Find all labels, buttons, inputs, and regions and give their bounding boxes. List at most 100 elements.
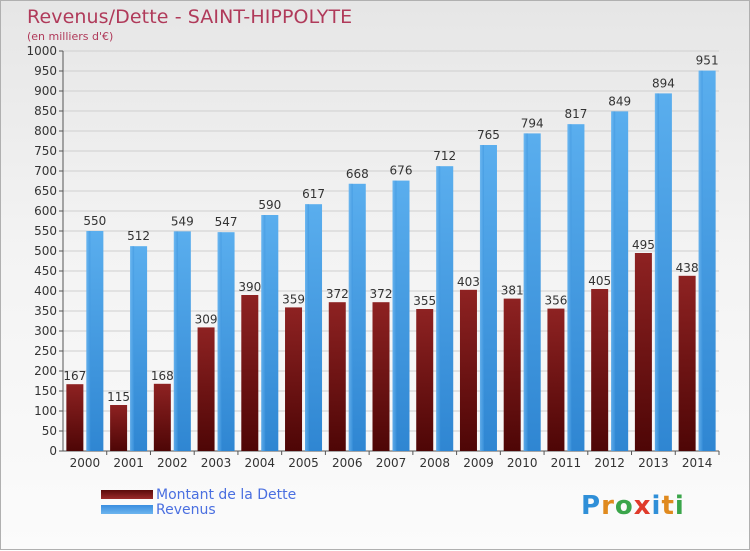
logo-letter: P [581, 491, 602, 521]
data-label-revenue: 617 [302, 187, 325, 201]
chart-title: Revenus/Dette - SAINT-HIPPOLYTE [27, 6, 353, 28]
legend-item-debt: Montant de la Dette [101, 486, 297, 503]
bar-revenue-highlight [261, 215, 266, 451]
y-tick-label: 550 [34, 224, 57, 238]
y-tick-label: 0 [49, 444, 57, 458]
bar-revenue [479, 145, 497, 451]
x-tick-label: 2004 [245, 456, 276, 470]
data-label-revenue: 894 [652, 76, 675, 90]
bar-revenue-highlight [348, 183, 353, 452]
data-label-revenue: 550 [83, 214, 106, 228]
data-label-revenue: 512 [127, 229, 150, 243]
data-label-debt: 495 [632, 238, 655, 252]
y-tick-label: 800 [34, 124, 57, 138]
bar-revenue [130, 246, 148, 451]
y-tick-label: 950 [34, 64, 57, 78]
bar-revenue [611, 111, 629, 452]
bar-revenue [698, 70, 716, 451]
bar-revenue-highlight [305, 204, 310, 451]
bar-revenue-highlight [392, 180, 397, 451]
y-tick-label: 200 [34, 364, 57, 378]
data-label-debt: 355 [413, 294, 436, 308]
logo-letter: t [661, 491, 675, 521]
logo-letter: i [674, 491, 685, 521]
y-tick-label: 850 [34, 104, 57, 118]
data-label-debt: 168 [151, 369, 174, 383]
data-label-debt: 405 [588, 274, 611, 288]
bar-debt [372, 302, 390, 451]
bar-debt [110, 405, 128, 451]
x-tick-label: 2000 [70, 456, 101, 470]
logo-letter: o [614, 491, 634, 521]
bar-revenue [436, 166, 454, 451]
legend-item-revenue: Revenus [101, 501, 296, 518]
x-tick-label: 2011 [551, 456, 582, 470]
bar-revenue-highlight [654, 93, 659, 452]
data-label-revenue: 794 [521, 116, 544, 130]
data-label-revenue: 549 [171, 214, 194, 228]
bar-debt [416, 309, 434, 451]
x-tick-label: 2014 [682, 456, 713, 470]
bar-debt [153, 383, 171, 451]
bar-revenue [392, 180, 410, 451]
data-label-revenue: 765 [477, 128, 500, 142]
legend-label-debt: Montant de la Dette [156, 486, 297, 503]
data-label-revenue: 951 [696, 54, 719, 68]
bar-debt [285, 307, 303, 451]
bar-revenue [523, 133, 541, 451]
logo-letter: r [601, 491, 615, 521]
x-tick-label: 2009 [463, 456, 494, 470]
data-label-debt: 372 [326, 287, 349, 301]
bar-revenue [261, 215, 279, 451]
bar-revenue-highlight [130, 246, 135, 451]
x-tick-label: 2012 [594, 456, 625, 470]
legend-label-revenue: Revenus [156, 501, 216, 518]
x-tick-label: 2010 [507, 456, 538, 470]
bar-revenue-highlight [86, 231, 91, 451]
bar-revenue [654, 93, 672, 452]
data-label-revenue: 817 [564, 107, 587, 121]
data-label-debt: 356 [544, 294, 567, 308]
y-tick-label: 700 [34, 164, 57, 178]
legend-swatch-debt [101, 490, 153, 499]
bar-debt [591, 289, 609, 451]
logo-letter: i [651, 491, 662, 521]
bar-revenue [86, 231, 104, 451]
x-tick-label: 2006 [332, 456, 363, 470]
proxiti-logo: Proxiti [581, 491, 685, 521]
data-label-debt: 381 [501, 284, 524, 298]
bar-revenue-highlight [436, 166, 441, 451]
data-label-revenue: 590 [258, 198, 281, 212]
y-tick-label: 1000 [26, 44, 57, 58]
bar-debt [678, 275, 696, 451]
data-label-debt: 390 [238, 280, 261, 294]
bar-debt [547, 308, 565, 451]
data-label-revenue: 668 [346, 167, 369, 181]
bar-debt [459, 289, 477, 451]
x-tick-label: 2003 [201, 456, 232, 470]
y-tick-label: 500 [34, 244, 57, 258]
bar-debt [503, 298, 521, 451]
data-label-revenue: 547 [215, 215, 238, 229]
bar-debt [241, 295, 259, 451]
x-tick-label: 2002 [157, 456, 188, 470]
chart-subtitle: (en milliers d'€) [27, 30, 114, 43]
x-tick-label: 2008 [419, 456, 450, 470]
y-tick-label: 300 [34, 324, 57, 338]
bar-revenue [567, 124, 585, 451]
data-label-debt: 438 [676, 261, 699, 275]
bar-debt [197, 327, 215, 451]
y-tick-label: 350 [34, 304, 57, 318]
data-label-revenue: 676 [390, 164, 413, 178]
bar-debt [328, 302, 346, 451]
y-tick-label: 650 [34, 184, 57, 198]
y-tick-label: 450 [34, 264, 57, 278]
y-tick-label: 750 [34, 144, 57, 158]
logo-letter: x [633, 491, 652, 521]
data-label-debt: 359 [282, 292, 305, 306]
y-tick-label: 250 [34, 344, 57, 358]
bar-revenue-highlight [173, 231, 178, 451]
bar-revenue [305, 204, 323, 451]
data-label-debt: 309 [195, 312, 218, 326]
